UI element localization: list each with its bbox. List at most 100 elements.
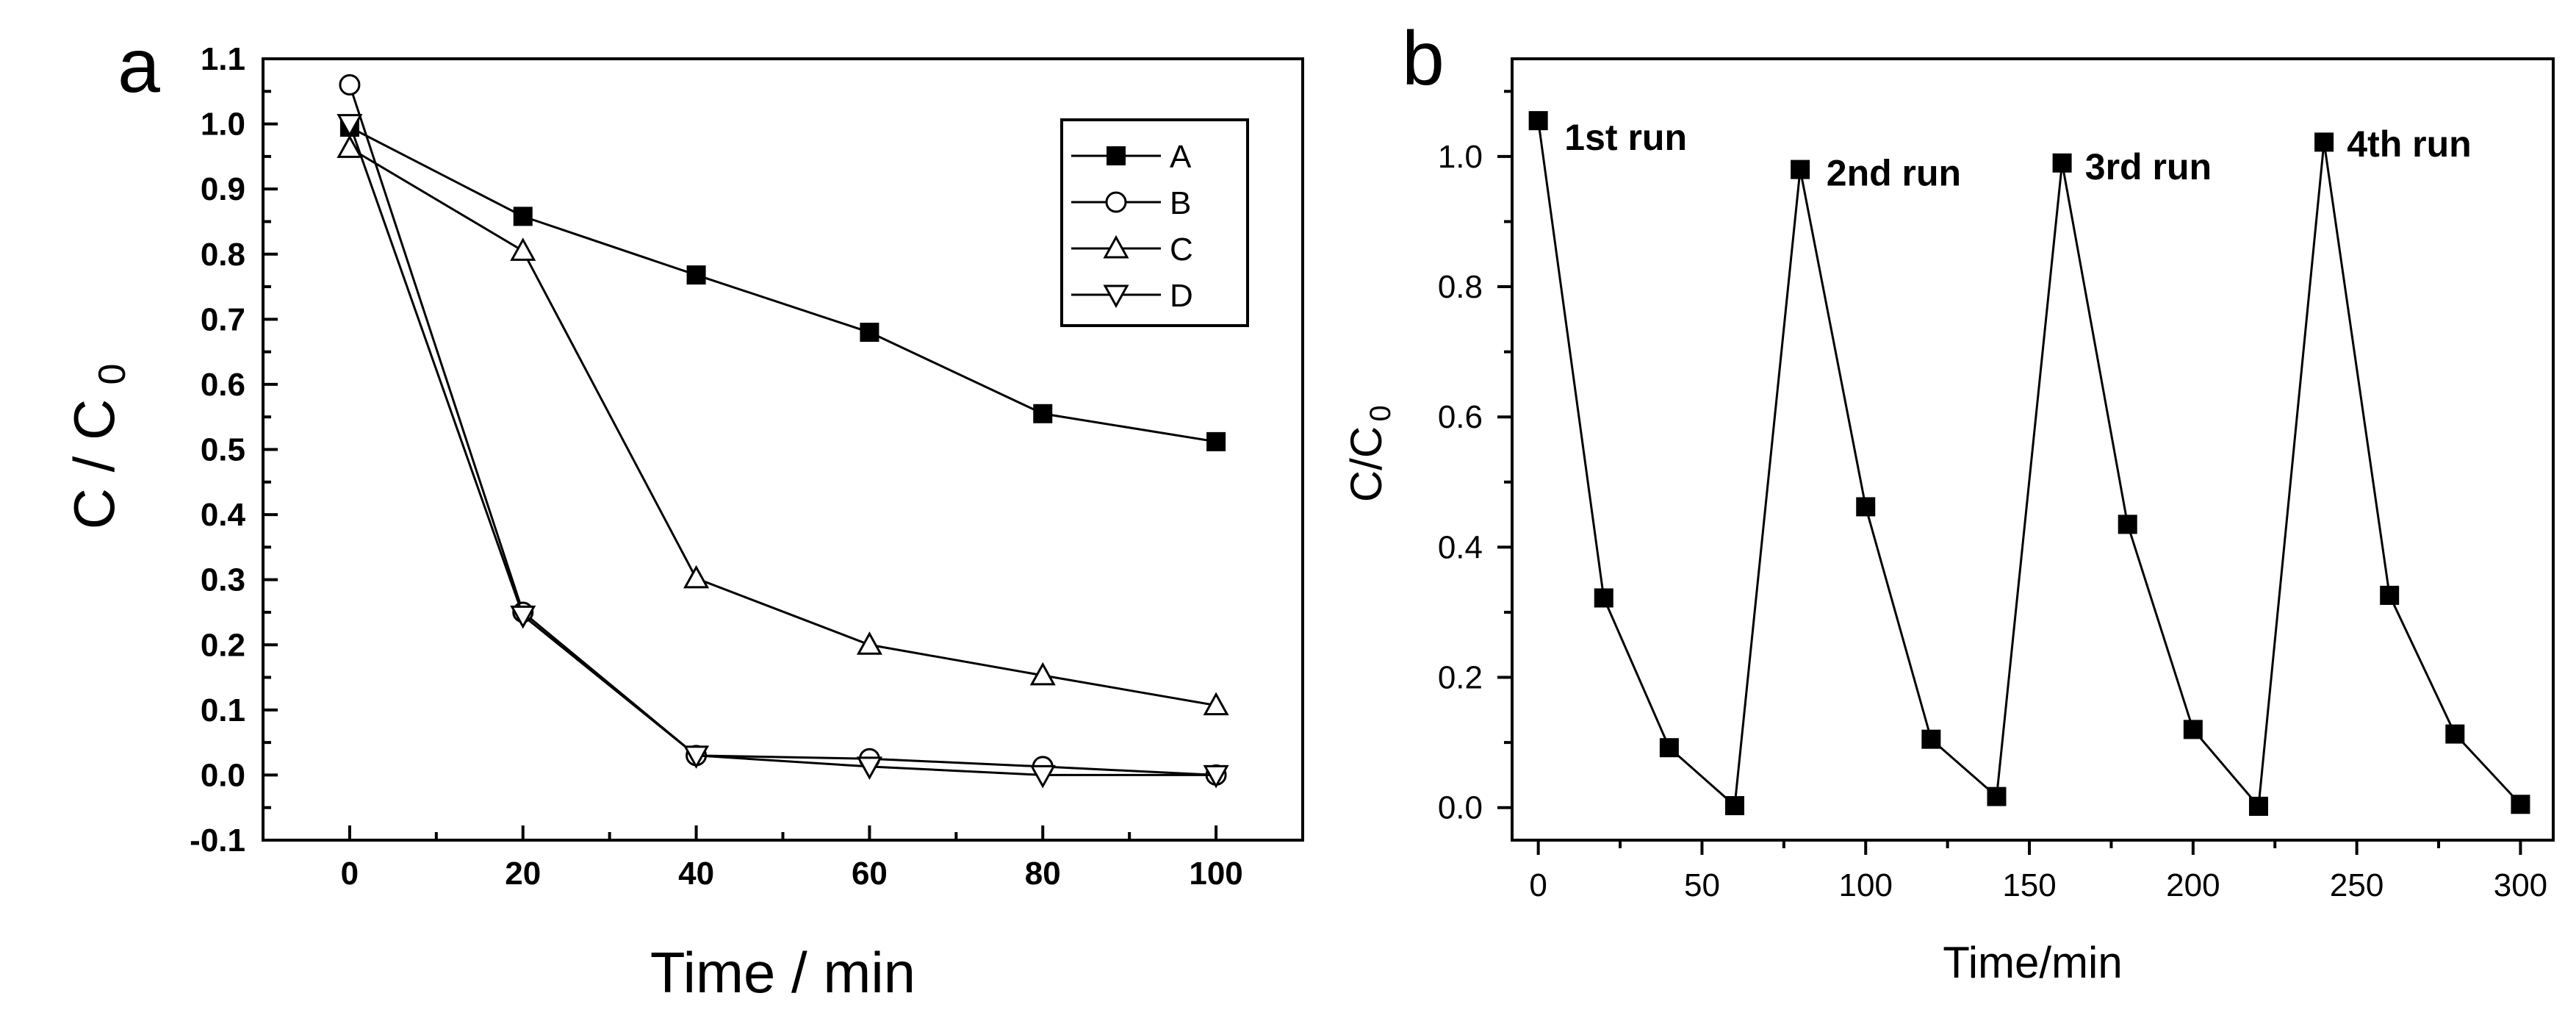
data-point bbox=[1528, 111, 1548, 131]
series-line-C bbox=[349, 147, 1217, 707]
x-tick-label: 100 bbox=[1839, 867, 1893, 903]
y-axis-title-group: C / C bbox=[62, 399, 126, 530]
y-tick-label: 0.4 bbox=[201, 497, 246, 533]
x-tick-label: 200 bbox=[2166, 867, 2220, 903]
data-point-D bbox=[683, 745, 710, 769]
legend-marker-A bbox=[1107, 146, 1126, 165]
plot-frame bbox=[1511, 57, 2555, 842]
data-point bbox=[1856, 497, 1876, 517]
run-annotation: 1st run bbox=[1564, 117, 1687, 158]
y-axis-title: C / C bbox=[62, 399, 126, 530]
x-tick-label: 0 bbox=[341, 856, 359, 892]
y-axis-title-subscript: 0 bbox=[91, 364, 134, 385]
data-point bbox=[1659, 738, 1679, 758]
data-point-C bbox=[683, 565, 710, 589]
series-A bbox=[339, 118, 1226, 451]
x-axis-title: Time / min bbox=[650, 940, 915, 1005]
x-tick-label: 0 bbox=[1529, 867, 1547, 903]
legend-marker-B bbox=[1105, 191, 1127, 213]
x-tick-label: 250 bbox=[2330, 867, 2383, 903]
data-point-D bbox=[856, 756, 882, 780]
data-point-C bbox=[1029, 662, 1056, 686]
data-point-C bbox=[510, 237, 536, 261]
y-tick-label: 0.2 bbox=[201, 627, 245, 663]
data-point-A bbox=[1206, 431, 1226, 451]
data-point-A bbox=[1033, 404, 1053, 423]
y-tick-label: 1.1 bbox=[201, 41, 245, 77]
data-point bbox=[2314, 132, 2334, 152]
run-annotation: 3rd run bbox=[2085, 146, 2212, 187]
data-point bbox=[2052, 153, 2072, 173]
x-tick-label: 80 bbox=[1025, 856, 1061, 892]
data-point-A bbox=[686, 265, 706, 285]
series-line-D bbox=[348, 123, 1217, 776]
data-point bbox=[2118, 515, 2137, 534]
data-point-A bbox=[513, 207, 533, 226]
data-point bbox=[1594, 588, 1613, 608]
y-tick-label: 0.9 bbox=[201, 171, 245, 207]
y-tick-label: 0.8 bbox=[1438, 269, 1483, 305]
y-tick-label: 0.6 bbox=[1438, 399, 1483, 435]
x-tick-label: 50 bbox=[1684, 867, 1720, 903]
data-point bbox=[2511, 795, 2530, 814]
panel-b: 0.0 0.2 0.4 0.6 0.8 1.0 0 50 100 150 200 250 300 Time… bbox=[1342, 16, 2555, 987]
data-point bbox=[2380, 585, 2400, 605]
run-annotation: 2nd run bbox=[1827, 153, 1961, 194]
data-point-B bbox=[339, 74, 361, 96]
data-point-D bbox=[1029, 764, 1056, 789]
data-point-C bbox=[856, 631, 882, 655]
y-axis-title: C/C bbox=[1342, 426, 1391, 502]
x-tick-label: 40 bbox=[678, 856, 714, 892]
data-point-A bbox=[860, 323, 879, 343]
y-tick-label: 0.5 bbox=[201, 432, 245, 468]
x-tick-label: 100 bbox=[1189, 856, 1242, 892]
series-C bbox=[337, 135, 1229, 716]
legend-label-D: D bbox=[1170, 278, 1193, 314]
y-tick-label: 1.0 bbox=[1438, 139, 1483, 175]
y-tick-label: 0.0 bbox=[1438, 790, 1483, 826]
y-tick-label: -0.1 bbox=[190, 823, 245, 859]
y-tick-label: 0.7 bbox=[201, 301, 245, 337]
y-tick-label: 0.3 bbox=[201, 562, 245, 598]
data-point bbox=[1791, 160, 1810, 179]
legend-marker-C bbox=[1103, 234, 1129, 259]
y-tick-label: 0.0 bbox=[201, 757, 245, 793]
x-tick-label: 20 bbox=[505, 856, 541, 892]
data-point-C bbox=[1203, 692, 1229, 716]
data-point-D bbox=[510, 605, 536, 629]
panel-a: -0.1 0.0 0.1 0.2 0.3 0.4 0.5 0.6 0.7 0.8 0.9 1.0 1.1… bbox=[62, 24, 1304, 1005]
legend-marker-D bbox=[1103, 284, 1129, 309]
data-point bbox=[1725, 796, 1745, 816]
y-tick-label: 0.4 bbox=[1438, 529, 1483, 565]
x-tick-label: 60 bbox=[852, 856, 888, 892]
data-point-D bbox=[1203, 764, 1229, 789]
x-tick-label: 300 bbox=[2494, 867, 2547, 903]
series-line-cycles bbox=[1537, 120, 2522, 809]
data-point bbox=[1987, 786, 2007, 806]
data-point bbox=[2183, 720, 2203, 739]
panel-label-b: b bbox=[1402, 16, 1444, 101]
y-tick-label: 0.2 bbox=[1438, 660, 1483, 696]
series-line-A bbox=[349, 126, 1217, 443]
legend-label-B: B bbox=[1170, 185, 1191, 221]
data-point-D bbox=[337, 114, 363, 137]
run-annotation: 4th run bbox=[2347, 123, 2471, 165]
data-point bbox=[1921, 729, 1941, 749]
data-point bbox=[2248, 796, 2268, 816]
data-point-C bbox=[337, 135, 363, 158]
x-axis-title: Time/min bbox=[1943, 938, 2122, 987]
y-axis-title-subscript: 0 bbox=[1364, 405, 1397, 421]
series-cycles bbox=[1528, 111, 2530, 816]
legend-label-A: A bbox=[1170, 139, 1192, 175]
series-D bbox=[337, 114, 1229, 789]
y-tick-label: 1.0 bbox=[201, 107, 245, 143]
data-point bbox=[2445, 724, 2465, 744]
legend-label-C: C bbox=[1170, 232, 1193, 268]
series-line-B bbox=[348, 84, 1217, 776]
legend-box bbox=[1060, 118, 1249, 327]
x-tick-label: 150 bbox=[2002, 867, 2056, 903]
y-tick-label: 0.6 bbox=[201, 367, 245, 403]
panel-label-a: a bbox=[118, 24, 160, 109]
